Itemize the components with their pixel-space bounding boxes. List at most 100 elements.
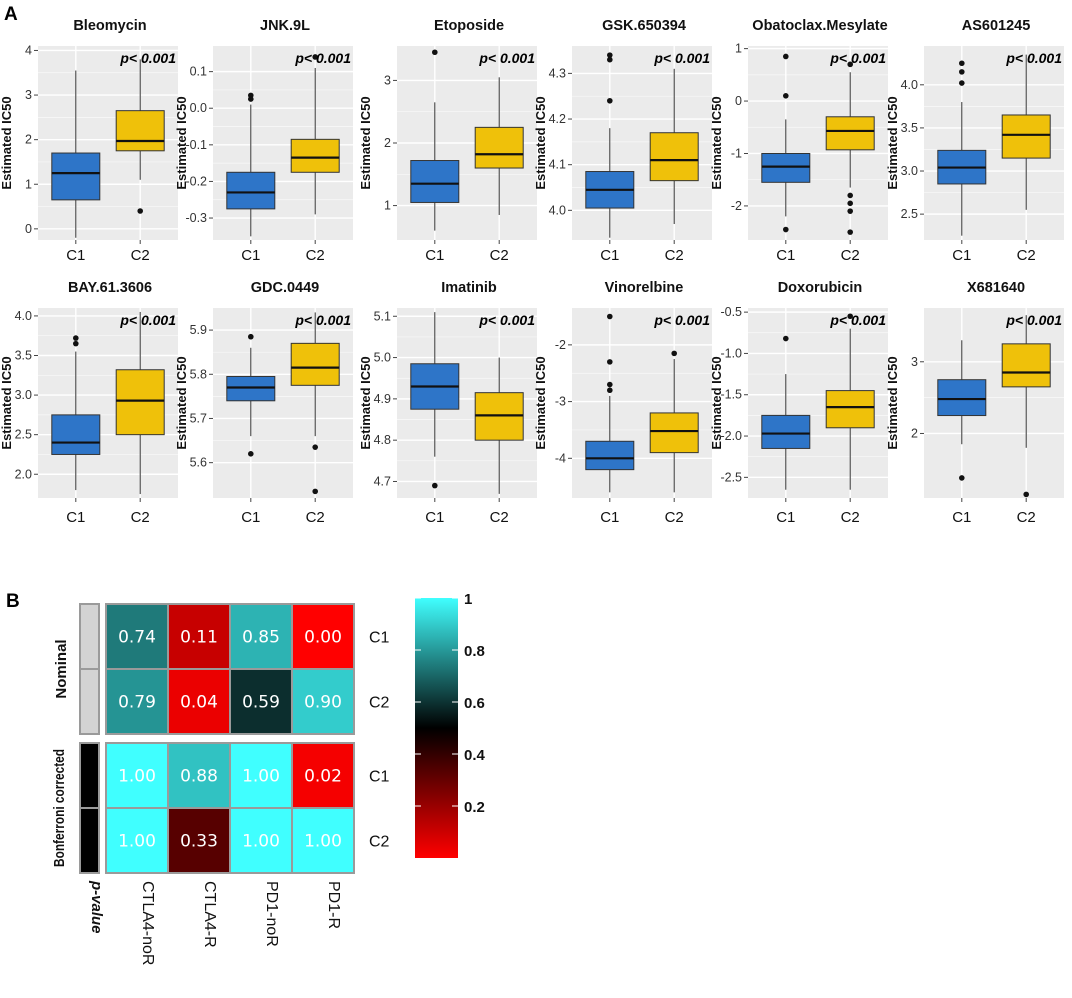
outlier-point	[1023, 491, 1029, 498]
y-tick-label: -1.0	[720, 346, 742, 360]
y-axis-label: Estimated IC50	[709, 96, 724, 189]
outlier-point	[248, 333, 254, 340]
boxplot-grid: 0 1 2 3 4 C1 C2 Bleomycin p< 0.001 Estimated IC50…	[0, 18, 1064, 526]
colorbar-tick-label: 0.6	[464, 695, 485, 712]
outlier-point	[847, 313, 853, 320]
x-tick-label: C2	[490, 247, 509, 264]
x-tick-label: C1	[600, 509, 619, 526]
box-c2	[290, 312, 340, 495]
y-tick-label: 5.8	[190, 367, 207, 381]
plot-title: AS601245	[962, 18, 1031, 34]
y-tick-label: 2.5	[901, 207, 918, 221]
iqr-box	[825, 390, 875, 429]
box-c1	[761, 335, 811, 490]
y-tick-label: -4	[555, 451, 566, 465]
outlier-point	[248, 451, 254, 457]
boxplot-as601245: 2.5 3.0 3.5 4.0 C1 C2 AS601245 p< 0.001 Estimate…	[885, 18, 1064, 264]
x-tick-label: C2	[490, 509, 509, 526]
x-tick-label: C1	[776, 247, 795, 264]
heatmap-cell	[229, 603, 293, 670]
cell-value: 1.00	[304, 832, 342, 852]
plot-panel	[213, 308, 353, 498]
boxplot-jnk-9l: -0.3 -0.2 -0.1 0.0 0.1 C1 C2 JNK.9L p< 0.001 Esti…	[174, 18, 353, 264]
outlier-point	[783, 93, 789, 99]
group-annotation-cell	[79, 742, 100, 809]
y-tick-label: -1.5	[720, 388, 742, 402]
outlier-point	[607, 56, 613, 63]
y-axis-label: Estimated IC50	[709, 356, 724, 449]
y-tick-label: 5.1	[374, 309, 391, 323]
y-axis-label: Estimated IC50	[533, 356, 548, 449]
x-tick-label: C1	[425, 247, 444, 264]
p-value-annotation: p< 0.001	[478, 312, 535, 328]
outlier-point	[607, 52, 613, 58]
column-label: PD1-noR	[263, 881, 280, 947]
outlier-point	[607, 387, 613, 394]
p-value-annotation: p< 0.001	[119, 312, 176, 328]
outlier-point	[312, 488, 319, 495]
group-annotation-cell	[79, 807, 100, 874]
outlier-point	[73, 340, 79, 347]
box-c1	[51, 70, 101, 238]
outlier-point	[847, 192, 853, 199]
box-c1	[226, 333, 276, 457]
y-tick-label: -1	[731, 146, 742, 160]
boxplot-bay-61-3606: 2.0 2.5 3.0 3.5 4.0 C1 C2 BAY.61.3606 p< 0.001 Es…	[0, 280, 178, 526]
column-label: CTLA4-noR	[139, 881, 156, 965]
y-tick-label: -0.3	[185, 211, 207, 225]
y-axis-label: Estimated IC50	[885, 356, 900, 449]
heatmap-cell	[291, 742, 355, 809]
iqr-box	[761, 414, 811, 449]
outlier-point	[607, 313, 613, 320]
y-tick-label: 4.0	[15, 309, 32, 323]
heatmap-cell	[105, 603, 169, 670]
cell-value: 1.00	[242, 767, 280, 787]
y-tick-label: 3.5	[15, 349, 32, 363]
y-tick-label: -2.5	[720, 470, 742, 484]
cell-value: 0.88	[180, 767, 218, 787]
y-tick-label: 1	[384, 199, 391, 213]
x-tick-label: C1	[952, 509, 971, 526]
iqr-box	[937, 379, 987, 417]
iqr-box	[649, 132, 699, 182]
iqr-box	[649, 412, 699, 454]
y-axis-label: Estimated IC50	[174, 356, 189, 449]
outlier-point	[671, 350, 677, 357]
x-tick-label: C2	[1017, 247, 1036, 264]
y-tick-label: 5.7	[190, 411, 207, 425]
y-tick-label: 4.8	[374, 433, 391, 447]
plot-title: Doxorubicin	[778, 280, 863, 296]
x-tick-label: C1	[66, 509, 85, 526]
outlier-point	[959, 475, 965, 481]
y-axis-label: Estimated IC50	[358, 356, 373, 449]
iqr-box	[290, 342, 340, 386]
plot-title: Etoposide	[434, 18, 504, 34]
iqr-box	[226, 375, 276, 402]
heatmap-cell	[291, 668, 355, 735]
box-c1	[937, 60, 987, 236]
box-c2	[115, 311, 165, 495]
x-tick-label: C2	[1017, 509, 1036, 526]
group-label: Bonferroni corrected	[51, 749, 68, 867]
y-tick-label: 4	[25, 43, 32, 57]
y-tick-label: 2	[25, 133, 32, 147]
iqr-box	[51, 152, 101, 201]
boxplot-doxorubicin: -2.5 -2.0 -1.5 -1.0 -0.5 C1 C2 Doxorubicin p< 0.…	[709, 280, 888, 526]
iqr-box	[1001, 343, 1051, 388]
x-tick-label: C2	[665, 509, 684, 526]
y-axis-label: Estimated IC50	[885, 96, 900, 189]
plot-title: BAY.61.3606	[68, 280, 152, 296]
column-label: PD1-R	[325, 881, 342, 929]
iqr-box	[825, 116, 875, 151]
y-axis-label: Estimated IC50	[174, 96, 189, 189]
group-label: Nominal	[53, 639, 70, 698]
box-c2	[474, 357, 524, 494]
iqr-box	[226, 171, 276, 210]
outlier-point	[312, 54, 319, 60]
cell-value: 0.79	[118, 693, 156, 713]
cell-value: 1.00	[118, 832, 156, 852]
colorbar-tick-label: 0.8	[464, 643, 485, 660]
x-tick-label: C2	[841, 509, 860, 526]
outlier-point	[607, 97, 613, 104]
heatmap-cell	[105, 742, 169, 809]
